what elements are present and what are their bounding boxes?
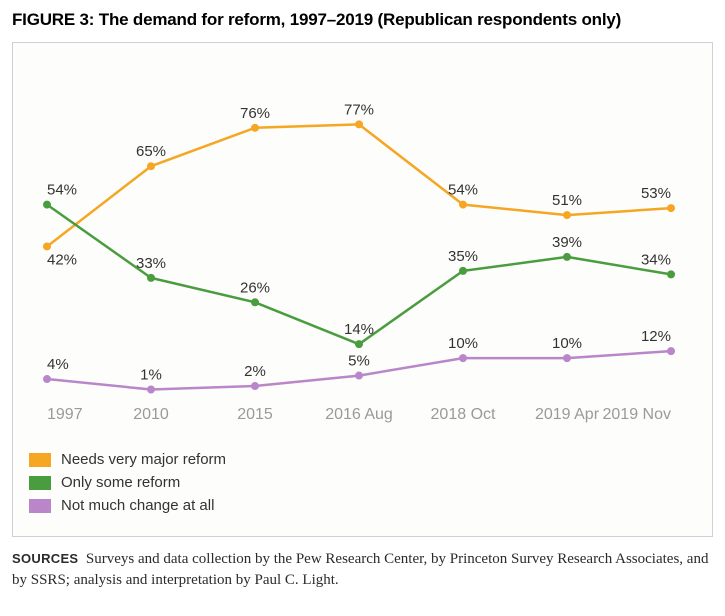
- data-label: 26%: [240, 279, 270, 296]
- x-axis-label: 1997: [47, 406, 83, 423]
- series-point-major: [563, 211, 571, 219]
- series-point-some: [355, 340, 363, 348]
- data-label: 34%: [641, 251, 671, 268]
- sources-label: SOURCES: [12, 551, 78, 566]
- x-axis-label: 2016 Aug: [325, 406, 393, 423]
- data-label: 14%: [344, 321, 374, 338]
- series-point-none: [43, 375, 51, 383]
- data-label: 54%: [448, 182, 478, 199]
- data-label: 12%: [641, 328, 671, 345]
- data-label: 77%: [344, 101, 374, 118]
- data-label: 53%: [641, 185, 671, 202]
- legend-label: Needs very major reform: [61, 451, 226, 468]
- data-label: 5%: [348, 353, 370, 370]
- data-label: 76%: [240, 105, 270, 122]
- chart-plot: 42% 65% 76% 77% 54% 51% 53% 54% 33% 26% 14% 35% 39% 3…: [29, 57, 696, 427]
- series-point-none: [355, 372, 363, 380]
- legend-item-major: Needs very major reform: [29, 451, 696, 468]
- data-label: 39%: [552, 234, 582, 251]
- x-axis-label: 2019 Apr: [535, 406, 600, 423]
- legend-item-some: Only some reform: [29, 474, 696, 491]
- chart-legend: Needs very major reform Only some reform N…: [29, 451, 696, 514]
- data-label: 54%: [47, 182, 77, 199]
- series-point-some: [667, 270, 675, 278]
- data-label: 65%: [136, 143, 166, 160]
- data-label: 1%: [140, 367, 162, 384]
- legend-swatch: [29, 499, 51, 513]
- x-axis-label: 2019 Nov: [603, 406, 672, 423]
- x-axis-label: 2010: [133, 406, 169, 423]
- x-axis-label: 2015: [237, 406, 273, 423]
- data-label: 10%: [448, 335, 478, 352]
- series-point-some: [43, 201, 51, 209]
- series-point-none: [563, 354, 571, 362]
- series-point-none: [667, 347, 675, 355]
- series-point-major: [667, 204, 675, 212]
- chart-box: 42% 65% 76% 77% 54% 51% 53% 54% 33% 26% 14% 35% 39% 3…: [12, 42, 713, 537]
- series-point-major: [251, 124, 259, 132]
- series-point-none: [147, 386, 155, 394]
- sources-text: Surveys and data collection by the Pew R…: [12, 551, 708, 588]
- legend-label: Not much change at all: [61, 497, 214, 514]
- series-point-some: [563, 253, 571, 261]
- figure-title: FIGURE 3: The demand for reform, 1997–20…: [12, 10, 713, 30]
- data-label: 2%: [244, 363, 266, 380]
- legend-item-none: Not much change at all: [29, 497, 696, 514]
- data-label: 35%: [448, 248, 478, 265]
- x-axis-label: 2018 Oct: [431, 406, 496, 423]
- legend-label: Only some reform: [61, 474, 180, 491]
- series-point-none: [251, 382, 259, 390]
- chart-svg: 42% 65% 76% 77% 54% 51% 53% 54% 33% 26% 14% 35% 39% 3…: [29, 57, 689, 427]
- series-point-major: [459, 201, 467, 209]
- legend-swatch: [29, 453, 51, 467]
- series-point-some: [459, 267, 467, 275]
- data-label: 51%: [552, 192, 582, 209]
- data-label: 10%: [552, 335, 582, 352]
- series-point-some: [147, 274, 155, 282]
- series-point-major: [355, 120, 363, 128]
- legend-swatch: [29, 476, 51, 490]
- figure-container: FIGURE 3: The demand for reform, 1997–20…: [0, 0, 725, 616]
- data-label: 33%: [136, 255, 166, 272]
- series-point-none: [459, 354, 467, 362]
- data-label: 42%: [47, 251, 77, 268]
- series-point-major: [43, 242, 51, 250]
- series-point-major: [147, 162, 155, 170]
- sources-paragraph: SOURCES Surveys and data collection by t…: [12, 549, 713, 591]
- series-point-some: [251, 298, 259, 306]
- data-label: 4%: [47, 356, 69, 373]
